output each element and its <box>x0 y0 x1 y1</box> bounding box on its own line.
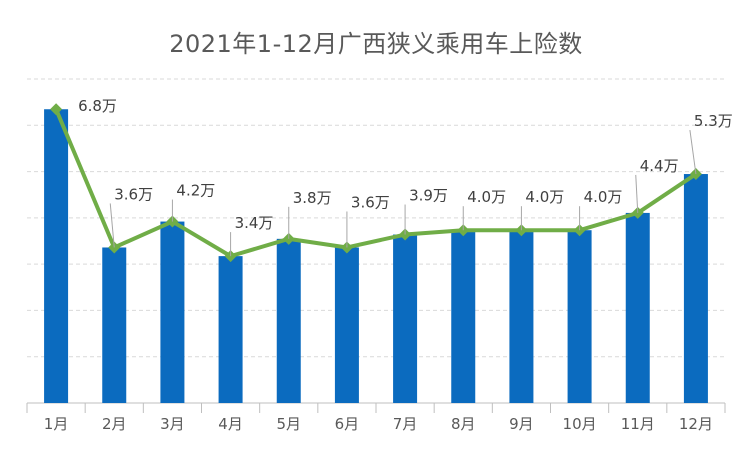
data-label: 5.3万 <box>694 112 733 130</box>
data-label: 4.0万 <box>467 188 506 206</box>
bar <box>393 234 418 403</box>
bar <box>451 230 476 403</box>
line-point <box>50 103 63 116</box>
chart-title: 2021年1-12月广西狭义乘用车上险数 <box>169 30 583 58</box>
bar <box>625 212 650 403</box>
data-label: 3.4万 <box>235 214 274 232</box>
data-label: 3.6万 <box>114 185 153 203</box>
x-tick-label: 12月 <box>679 415 713 433</box>
x-tick-label: 6月 <box>335 415 360 433</box>
x-tick-label: 3月 <box>160 415 185 433</box>
data-label: 3.8万 <box>293 189 332 207</box>
label-leader <box>635 174 639 213</box>
bar <box>218 256 243 403</box>
bar <box>102 247 127 403</box>
x-tick-label: 5月 <box>276 415 301 433</box>
series-line <box>54 107 698 259</box>
data-label: 3.9万 <box>409 187 448 205</box>
data-label: 4.0万 <box>584 188 623 206</box>
data-label: 4.2万 <box>176 182 215 200</box>
x-tick-label: 11月 <box>621 415 655 433</box>
data-label: 4.4万 <box>640 157 679 175</box>
data-label: 4.0万 <box>525 188 564 206</box>
x-tick-label: 7月 <box>393 415 418 433</box>
label-leader <box>689 129 697 175</box>
data-label: 6.8万 <box>78 97 117 115</box>
data-label: 3.6万 <box>351 193 390 211</box>
bar <box>44 109 69 404</box>
bar <box>334 247 359 403</box>
x-tick-label: 8月 <box>451 415 476 433</box>
x-tick-label: 4月 <box>218 415 243 433</box>
bar <box>567 230 592 403</box>
label-leader <box>109 203 115 248</box>
x-tick-label: 1月 <box>44 415 69 433</box>
x-tick-label: 9月 <box>509 415 534 433</box>
bar <box>276 238 301 403</box>
x-tick-label: 2月 <box>102 415 127 433</box>
x-tick-label: 10月 <box>563 415 597 433</box>
bar <box>683 174 708 403</box>
bar <box>509 230 534 403</box>
bar <box>160 221 185 403</box>
